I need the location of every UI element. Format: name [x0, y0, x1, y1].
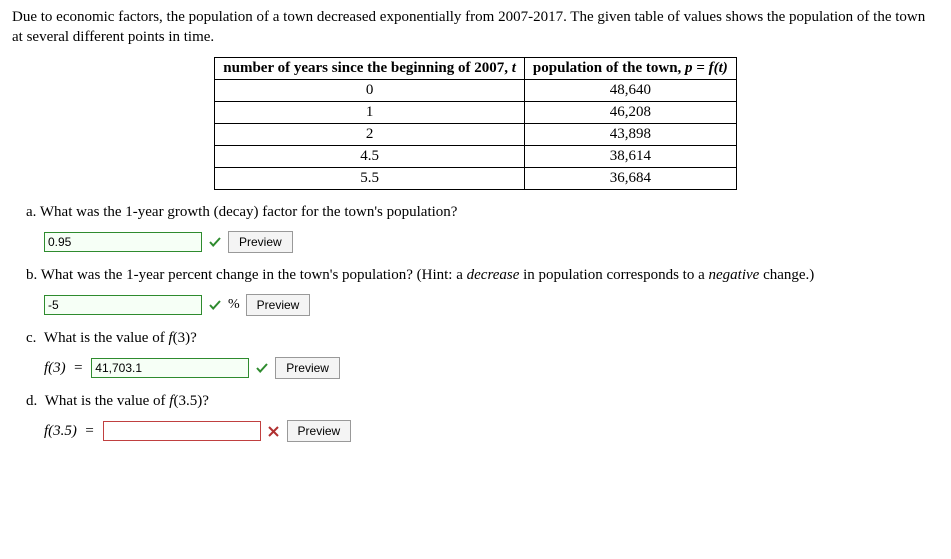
part-b-em2: negative — [709, 267, 760, 283]
part-d-input[interactable] — [103, 421, 261, 441]
part-b-label: b. What was the 1-year percent change in… — [26, 267, 939, 284]
part-a-label: a. What was the 1-year growth (decay) fa… — [26, 204, 939, 221]
header-right-eq: p = f(t) — [685, 60, 728, 76]
table-row: 048,640 — [215, 80, 736, 102]
cell-p: 46,208 — [524, 102, 736, 124]
preview-button[interactable]: Preview — [246, 294, 311, 316]
part-b-em1: decrease — [467, 267, 520, 283]
percent-label: % — [228, 297, 240, 313]
cell-t: 4.5 — [215, 146, 525, 168]
cell-p: 36,684 — [524, 168, 736, 190]
cell-p: 48,640 — [524, 80, 736, 102]
header-right-text: population of the town, — [533, 60, 685, 76]
part-a: a. What was the 1-year growth (decay) fa… — [26, 204, 939, 253]
check-icon — [255, 361, 269, 375]
x-icon — [267, 424, 281, 438]
check-icon — [208, 298, 222, 312]
part-c-lhs: f(3) = — [44, 360, 83, 377]
part-b: b. What was the 1-year percent change in… — [26, 267, 939, 316]
part-a-input[interactable] — [44, 232, 202, 252]
preview-button[interactable]: Preview — [275, 357, 340, 379]
part-b-text3: change.) — [759, 267, 814, 283]
part-b-input[interactable] — [44, 295, 202, 315]
part-c-text: c. What is the value of f(3)? — [26, 330, 197, 346]
cell-t: 2 — [215, 124, 525, 146]
header-left-text: number of years since the beginning of 2… — [223, 60, 511, 76]
table-header-t: number of years since the beginning of 2… — [215, 58, 525, 80]
part-d-lhs: f(3.5) = — [44, 423, 95, 440]
part-b-text: b. What was the 1-year percent change in… — [26, 267, 467, 283]
part-d-label: d. What is the value of f(3.5)? — [26, 393, 939, 410]
part-d-text: d. What is the value of f(3.5)? — [26, 393, 209, 409]
table-row: 146,208 — [215, 102, 736, 124]
problem-intro: Due to economic factors, the population … — [12, 8, 939, 47]
cell-t: 1 — [215, 102, 525, 124]
part-c-input[interactable] — [91, 358, 249, 378]
part-c: c. What is the value of f(3)? f(3) = Pre… — [26, 330, 939, 379]
header-left-var: t — [512, 60, 516, 76]
cell-t: 5.5 — [215, 168, 525, 190]
check-icon — [208, 235, 222, 249]
cell-p: 43,898 — [524, 124, 736, 146]
part-c-label: c. What is the value of f(3)? — [26, 330, 939, 347]
table-header-p: population of the town, p = f(t) — [524, 58, 736, 80]
table-row: 243,898 — [215, 124, 736, 146]
cell-t: 0 — [215, 80, 525, 102]
part-d: d. What is the value of f(3.5)? f(3.5) =… — [26, 393, 939, 442]
cell-p: 38,614 — [524, 146, 736, 168]
table-row: 4.538,614 — [215, 146, 736, 168]
preview-button[interactable]: Preview — [228, 231, 293, 253]
preview-button[interactable]: Preview — [287, 420, 352, 442]
part-b-text2: in population corresponds to a — [519, 267, 708, 283]
data-table: number of years since the beginning of 2… — [214, 57, 736, 190]
table-row: 5.536,684 — [215, 168, 736, 190]
